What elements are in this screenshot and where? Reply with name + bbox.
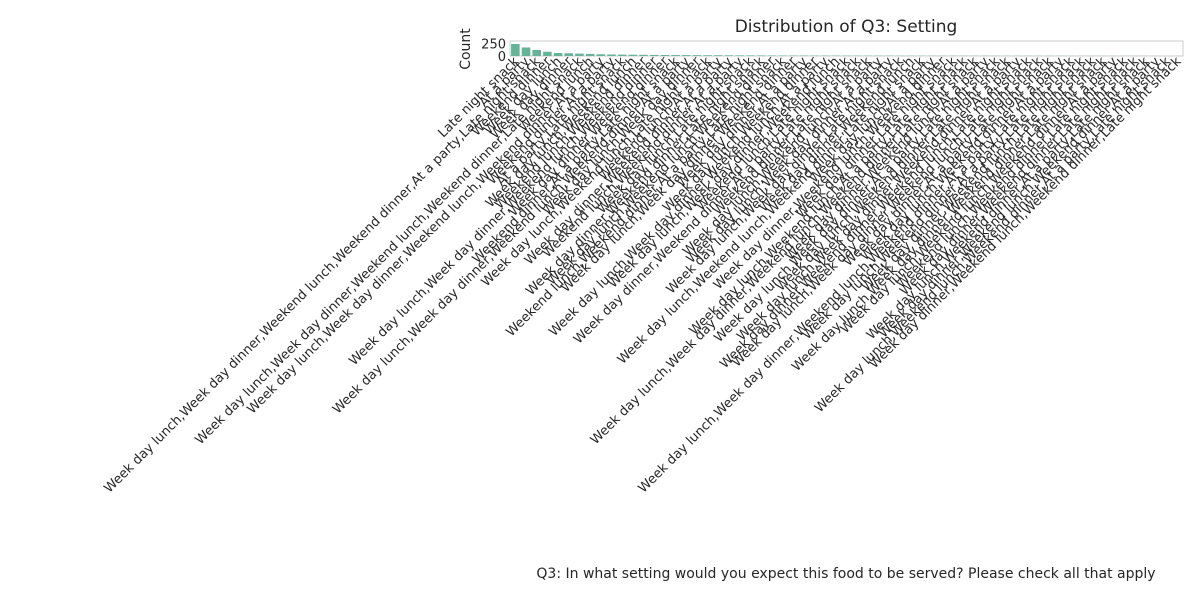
bar: [553, 53, 563, 56]
bar: [521, 47, 531, 56]
x-axis-label: Q3: In what setting would you expect thi…: [536, 566, 1155, 582]
y-tick-label: 0: [498, 50, 506, 65]
bar: [756, 55, 766, 56]
bar: [746, 55, 755, 56]
y-axis-label: Count: [458, 28, 474, 70]
bar: [628, 54, 638, 56]
bar: [681, 55, 691, 56]
bar: [671, 55, 680, 56]
y-tick-label: 250: [481, 38, 506, 53]
bar: [511, 44, 520, 56]
bar: [767, 55, 776, 56]
bar: [575, 53, 584, 56]
bar: [660, 55, 670, 56]
bar: [703, 55, 712, 56]
bar: [639, 54, 648, 56]
bar: [585, 53, 595, 56]
bar: [596, 54, 606, 56]
bar: [607, 54, 616, 56]
bar: [692, 55, 702, 56]
plot-area-frame: [509, 40, 1184, 57]
bar: [564, 53, 574, 56]
bar: [735, 55, 744, 56]
bar: [532, 50, 541, 56]
bar: [543, 51, 552, 56]
bar: [617, 54, 627, 56]
bars: [511, 44, 1182, 56]
chart-title: Distribution of Q3: Setting: [735, 17, 958, 37]
bar: [724, 55, 734, 56]
bar: [714, 55, 723, 56]
bar: [649, 54, 659, 56]
bar: [778, 55, 787, 56]
